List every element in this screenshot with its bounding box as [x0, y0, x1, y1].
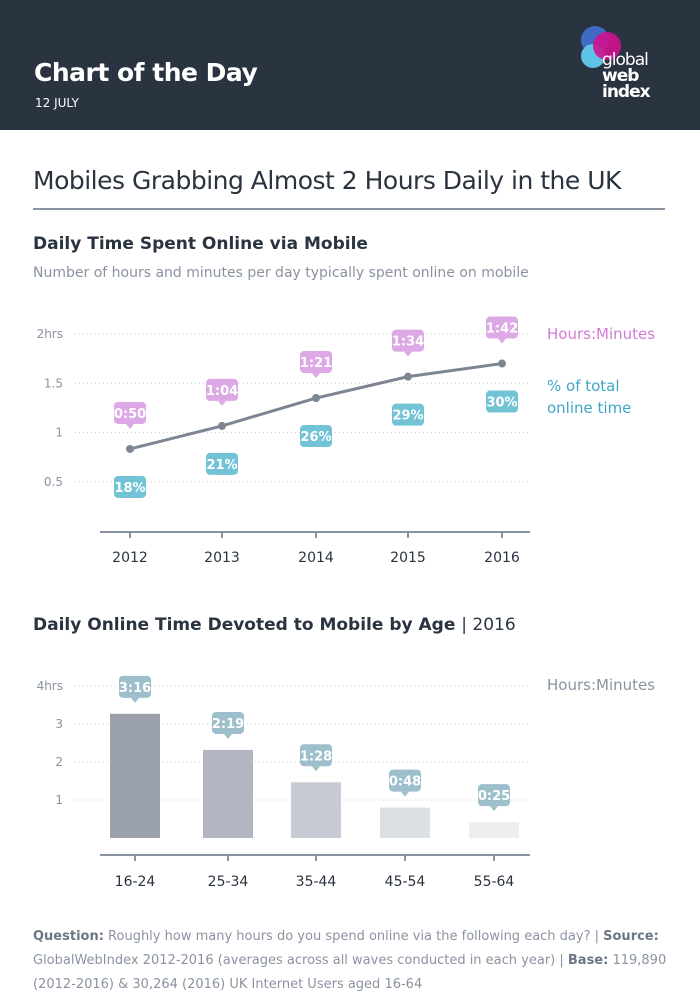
percent-label: 21%	[206, 458, 237, 473]
y-tick-label: 1	[55, 426, 63, 440]
line-chart-title: Daily Time Spent Online via Mobile	[33, 234, 368, 254]
y-tick-label: 1	[55, 793, 63, 807]
line-chart-subtitle: Number of hours and minutes per day typi…	[33, 265, 529, 281]
bar	[110, 713, 160, 838]
header-title: Chart of the Day	[34, 58, 258, 87]
main-title: Mobiles Grabbing Almost 2 Hours Daily in…	[33, 166, 621, 195]
percent-label: 29%	[392, 409, 423, 424]
bar	[380, 807, 430, 838]
header	[0, 0, 700, 130]
bar-value-label-bubble	[389, 769, 421, 792]
bar-value-label-bubble-tail	[312, 766, 320, 772]
bar-chart-title: Daily Online Time Devoted to Mobile by A…	[33, 615, 516, 635]
percent-label: 26%	[300, 430, 331, 445]
logo-text: global web index	[602, 50, 651, 102]
time-label: 1:04	[206, 384, 238, 399]
y-tick-label: 2hrs	[37, 327, 63, 341]
percent-label-bubble	[300, 425, 332, 448]
time-label-bubble-tail	[498, 338, 506, 344]
x-tick-label: 2016	[484, 550, 520, 566]
bar-value-label-bubble-tail	[131, 697, 139, 703]
percent-label: 18%	[114, 481, 145, 496]
percent-label-bubble	[206, 452, 238, 475]
x-tick-label: 2012	[112, 550, 148, 566]
percent-label-bubble	[114, 475, 146, 498]
bar-legend-hours-minutes: Hours:Minutes	[547, 676, 656, 694]
bar	[291, 782, 341, 838]
time-label: 1:42	[486, 322, 518, 337]
data-point	[218, 421, 226, 430]
y-tick-label: 1.5	[44, 376, 63, 390]
time-label-bubble	[114, 401, 146, 424]
time-label-bubble	[206, 378, 238, 401]
bar-chart-title-year: | 2016	[461, 615, 516, 635]
x-tick-label: 25-34	[208, 874, 249, 890]
bar-value-label-bubble-tail	[490, 806, 498, 812]
percent-label-bubble	[486, 390, 518, 413]
time-label-bubble-tail	[218, 400, 226, 406]
x-tick-label: 35-44	[296, 874, 337, 890]
x-tick-label: 2014	[298, 550, 334, 566]
bar-value-label-bubble-tail	[401, 791, 409, 797]
bar-chart-title-text: Daily Online Time Devoted to Mobile by A…	[33, 615, 456, 635]
y-tick-label: 2	[55, 755, 63, 769]
legend-percent-online: % of total online time	[547, 377, 632, 417]
time-label-bubble-tail	[312, 373, 320, 379]
y-tick-label: 3	[55, 717, 63, 731]
time-label-bubble	[300, 351, 332, 374]
data-point	[312, 394, 320, 403]
bar-value-label: 1:28	[300, 749, 332, 764]
time-label-bubble-tail	[126, 423, 134, 429]
data-point	[404, 372, 412, 381]
bar-value-label: 0:25	[478, 789, 510, 804]
y-tick-label: 0.5	[44, 475, 63, 489]
divider	[33, 208, 665, 210]
bar	[469, 822, 519, 838]
x-tick-label: 45-54	[385, 874, 426, 890]
percent-label-bubble	[392, 403, 424, 426]
data-point	[126, 444, 134, 453]
x-tick-label: 2013	[204, 550, 240, 566]
bar-value-label-bubble	[300, 744, 332, 767]
time-label-bubble-tail	[404, 351, 412, 357]
time-label: 1:21	[300, 356, 332, 371]
globalwebindex-logo-icon	[581, 26, 621, 68]
x-tick-label: 16-24	[115, 874, 156, 890]
x-tick-label: 2015	[390, 550, 426, 566]
time-label-bubble	[392, 329, 424, 352]
bar-value-label-bubble	[119, 675, 151, 698]
bar-value-label: 3:16	[119, 681, 151, 696]
time-label: 0:50	[114, 407, 146, 422]
bar	[203, 749, 253, 838]
bar-value-label-bubble	[212, 711, 244, 734]
bar-value-label: 2:19	[212, 717, 244, 732]
percent-label: 30%	[486, 396, 517, 411]
time-label: 1:34	[392, 335, 424, 350]
bar-value-label: 0:48	[389, 775, 421, 790]
bar-value-label-bubble	[478, 784, 510, 807]
legend-hours-minutes: Hours:Minutes	[547, 325, 656, 343]
time-label-bubble	[486, 316, 518, 339]
footer-note: Question: Roughly how many hours do you …	[33, 929, 667, 992]
data-point	[498, 359, 506, 368]
y-tick-label: 4hrs	[37, 679, 63, 693]
bar-value-label-bubble-tail	[224, 733, 232, 739]
x-tick-label: 55-64	[474, 874, 515, 890]
header-date: 12 JULY	[35, 96, 79, 110]
